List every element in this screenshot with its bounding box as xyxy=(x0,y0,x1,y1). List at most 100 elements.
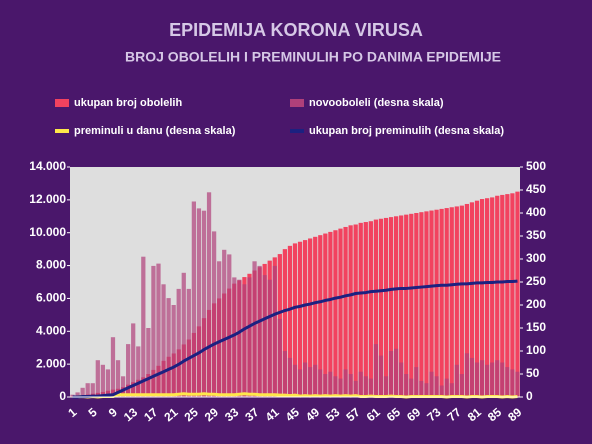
x-tick-label: 49 xyxy=(303,405,322,425)
bar xyxy=(495,360,500,397)
y2-tick-label: 200 xyxy=(526,297,546,311)
bar xyxy=(318,235,323,397)
y2-tick-label: 150 xyxy=(526,320,546,334)
bar xyxy=(373,344,379,397)
bar xyxy=(100,364,105,397)
y2-tick-label: 400 xyxy=(526,205,546,219)
bar xyxy=(363,222,368,397)
bar xyxy=(454,206,459,397)
bar xyxy=(277,318,282,397)
bar xyxy=(444,378,449,397)
bar xyxy=(429,210,434,397)
bar xyxy=(383,376,389,397)
bar xyxy=(469,202,475,397)
y-tick-label: 10.000 xyxy=(29,225,66,239)
legend-swatch xyxy=(290,99,304,107)
bar xyxy=(439,208,444,397)
bar xyxy=(490,197,495,397)
bar xyxy=(206,192,212,397)
bar xyxy=(454,364,459,397)
bar xyxy=(505,194,510,397)
bar xyxy=(429,371,434,397)
bar xyxy=(70,394,75,397)
bar xyxy=(196,208,202,397)
bar xyxy=(297,369,303,397)
bar xyxy=(141,256,146,397)
bar xyxy=(434,209,439,397)
bar xyxy=(353,380,358,397)
chart-title: EPIDEMIJA KORONA VIRUSA xyxy=(169,20,423,40)
y2-tick-label: 0 xyxy=(526,389,533,403)
y-tick-label: 0 xyxy=(59,389,66,403)
bar xyxy=(313,236,318,397)
bar xyxy=(131,323,136,397)
bar xyxy=(394,216,399,397)
bar xyxy=(363,376,368,397)
bar xyxy=(434,376,439,397)
x-tick-label: 33 xyxy=(222,405,241,425)
bar xyxy=(368,221,373,397)
bar xyxy=(505,367,510,397)
bar xyxy=(358,222,363,397)
x-tick-label: 41 xyxy=(263,405,282,425)
bar xyxy=(217,261,222,397)
legend-label: novooboleli (desna skala) xyxy=(309,97,444,109)
bar xyxy=(338,378,343,397)
bar xyxy=(404,214,409,397)
bar xyxy=(343,369,348,397)
bar xyxy=(464,203,470,397)
bar xyxy=(449,383,454,397)
x-tick-label: 5 xyxy=(86,405,100,420)
y-tick-label: 12.000 xyxy=(29,192,66,206)
bar xyxy=(232,277,237,397)
x-tick-label: 69 xyxy=(404,405,423,425)
bar xyxy=(419,380,424,397)
x-tick-label: 17 xyxy=(141,405,160,425)
legend-label: ukupan broj obolelih xyxy=(74,97,182,109)
bar xyxy=(394,348,399,397)
bar xyxy=(378,218,384,397)
bar xyxy=(500,362,505,397)
bar xyxy=(515,371,520,397)
bar xyxy=(490,362,495,397)
bar xyxy=(388,217,394,397)
bar xyxy=(115,360,121,397)
bar xyxy=(287,357,293,397)
bar xyxy=(510,193,515,397)
bar xyxy=(485,364,490,397)
y2-tick-label: 500 xyxy=(526,159,546,173)
bar xyxy=(257,265,262,397)
x-tick-label: 85 xyxy=(485,405,504,425)
bar xyxy=(479,199,485,397)
bar xyxy=(151,265,156,397)
bar xyxy=(495,195,500,397)
x-tick-label: 65 xyxy=(384,405,403,425)
y2-tick-label: 350 xyxy=(526,228,546,242)
bar xyxy=(242,284,247,397)
bar xyxy=(348,374,353,397)
bar xyxy=(302,240,308,397)
bar xyxy=(120,376,126,397)
bar xyxy=(292,364,298,397)
bar xyxy=(459,374,464,397)
bar xyxy=(318,369,323,397)
bar xyxy=(237,279,242,397)
bar xyxy=(308,238,313,397)
bar xyxy=(176,288,181,397)
x-tick-label: 21 xyxy=(161,405,180,425)
bar xyxy=(323,374,328,397)
y-tick-label: 4.000 xyxy=(36,323,66,337)
bar xyxy=(156,263,161,397)
x-tick-label: 1 xyxy=(65,405,79,420)
bar xyxy=(378,355,384,397)
bar xyxy=(85,383,90,397)
bar xyxy=(146,328,151,397)
bar xyxy=(333,376,338,397)
bar xyxy=(444,208,449,397)
bar xyxy=(479,360,485,397)
chart-subtitle: BROJ OBOLELIH I PREMINULIH PO DANIMA EPI… xyxy=(125,49,501,65)
bar xyxy=(388,351,394,397)
bar xyxy=(485,198,490,397)
x-tick-label: 61 xyxy=(364,405,383,425)
